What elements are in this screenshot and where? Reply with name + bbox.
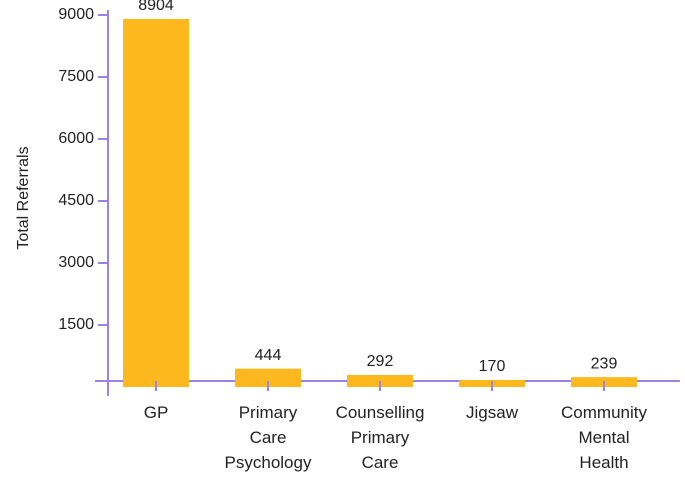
bar (123, 18, 189, 388)
y-tick-label: 1500 (58, 316, 94, 333)
bar (235, 368, 301, 387)
value-label: 170 (479, 358, 506, 375)
y-axis-label: Total Referrals (15, 146, 32, 249)
value-label: 8904 (138, 0, 174, 14)
y-tick-label: 3000 (58, 254, 94, 271)
value-label: 444 (255, 347, 282, 364)
y-tick-label: 4500 (58, 192, 94, 209)
x-tick-label: Jigsaw (466, 403, 518, 422)
y-tick-label: 7500 (58, 68, 94, 85)
bar (347, 374, 413, 387)
x-tick-label: GP (143, 403, 169, 422)
x-tick-label: Primary Care Psychology (224, 403, 312, 472)
y-tick-label: 9000 (58, 6, 94, 23)
value-label: 292 (367, 353, 394, 370)
y-tick-label: 6000 (58, 130, 94, 147)
value-label: 239 (591, 355, 618, 372)
x-tick-label: Counselling Primary Care (335, 403, 425, 472)
x-tick-label: Community Mental Health (561, 403, 647, 472)
